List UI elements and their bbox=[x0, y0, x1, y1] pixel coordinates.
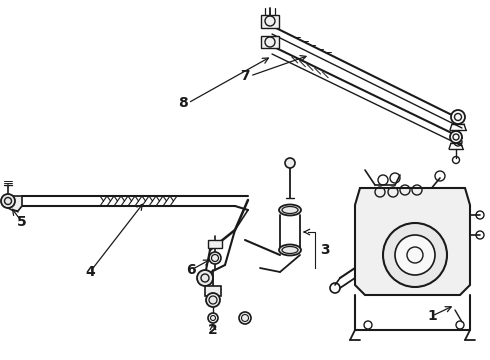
Text: 1: 1 bbox=[427, 309, 437, 323]
Text: 4: 4 bbox=[85, 265, 95, 279]
Circle shape bbox=[285, 158, 295, 168]
Circle shape bbox=[206, 293, 220, 307]
Text: 6: 6 bbox=[186, 263, 196, 277]
Text: 2: 2 bbox=[208, 323, 218, 337]
Circle shape bbox=[209, 252, 221, 264]
Circle shape bbox=[239, 312, 251, 324]
Text: 3: 3 bbox=[320, 243, 330, 257]
Circle shape bbox=[197, 270, 213, 286]
Ellipse shape bbox=[279, 204, 301, 216]
Polygon shape bbox=[261, 15, 279, 28]
Polygon shape bbox=[261, 36, 279, 48]
Polygon shape bbox=[208, 240, 222, 248]
Text: 5: 5 bbox=[17, 215, 27, 229]
Polygon shape bbox=[6, 196, 22, 211]
Circle shape bbox=[383, 223, 447, 287]
Ellipse shape bbox=[279, 244, 301, 256]
Polygon shape bbox=[205, 286, 221, 296]
Circle shape bbox=[1, 194, 15, 208]
Polygon shape bbox=[355, 188, 470, 295]
Circle shape bbox=[395, 235, 435, 275]
Circle shape bbox=[451, 110, 465, 124]
Text: 7: 7 bbox=[241, 69, 250, 83]
Text: 8: 8 bbox=[178, 96, 188, 110]
Circle shape bbox=[450, 131, 462, 143]
Circle shape bbox=[208, 313, 218, 323]
